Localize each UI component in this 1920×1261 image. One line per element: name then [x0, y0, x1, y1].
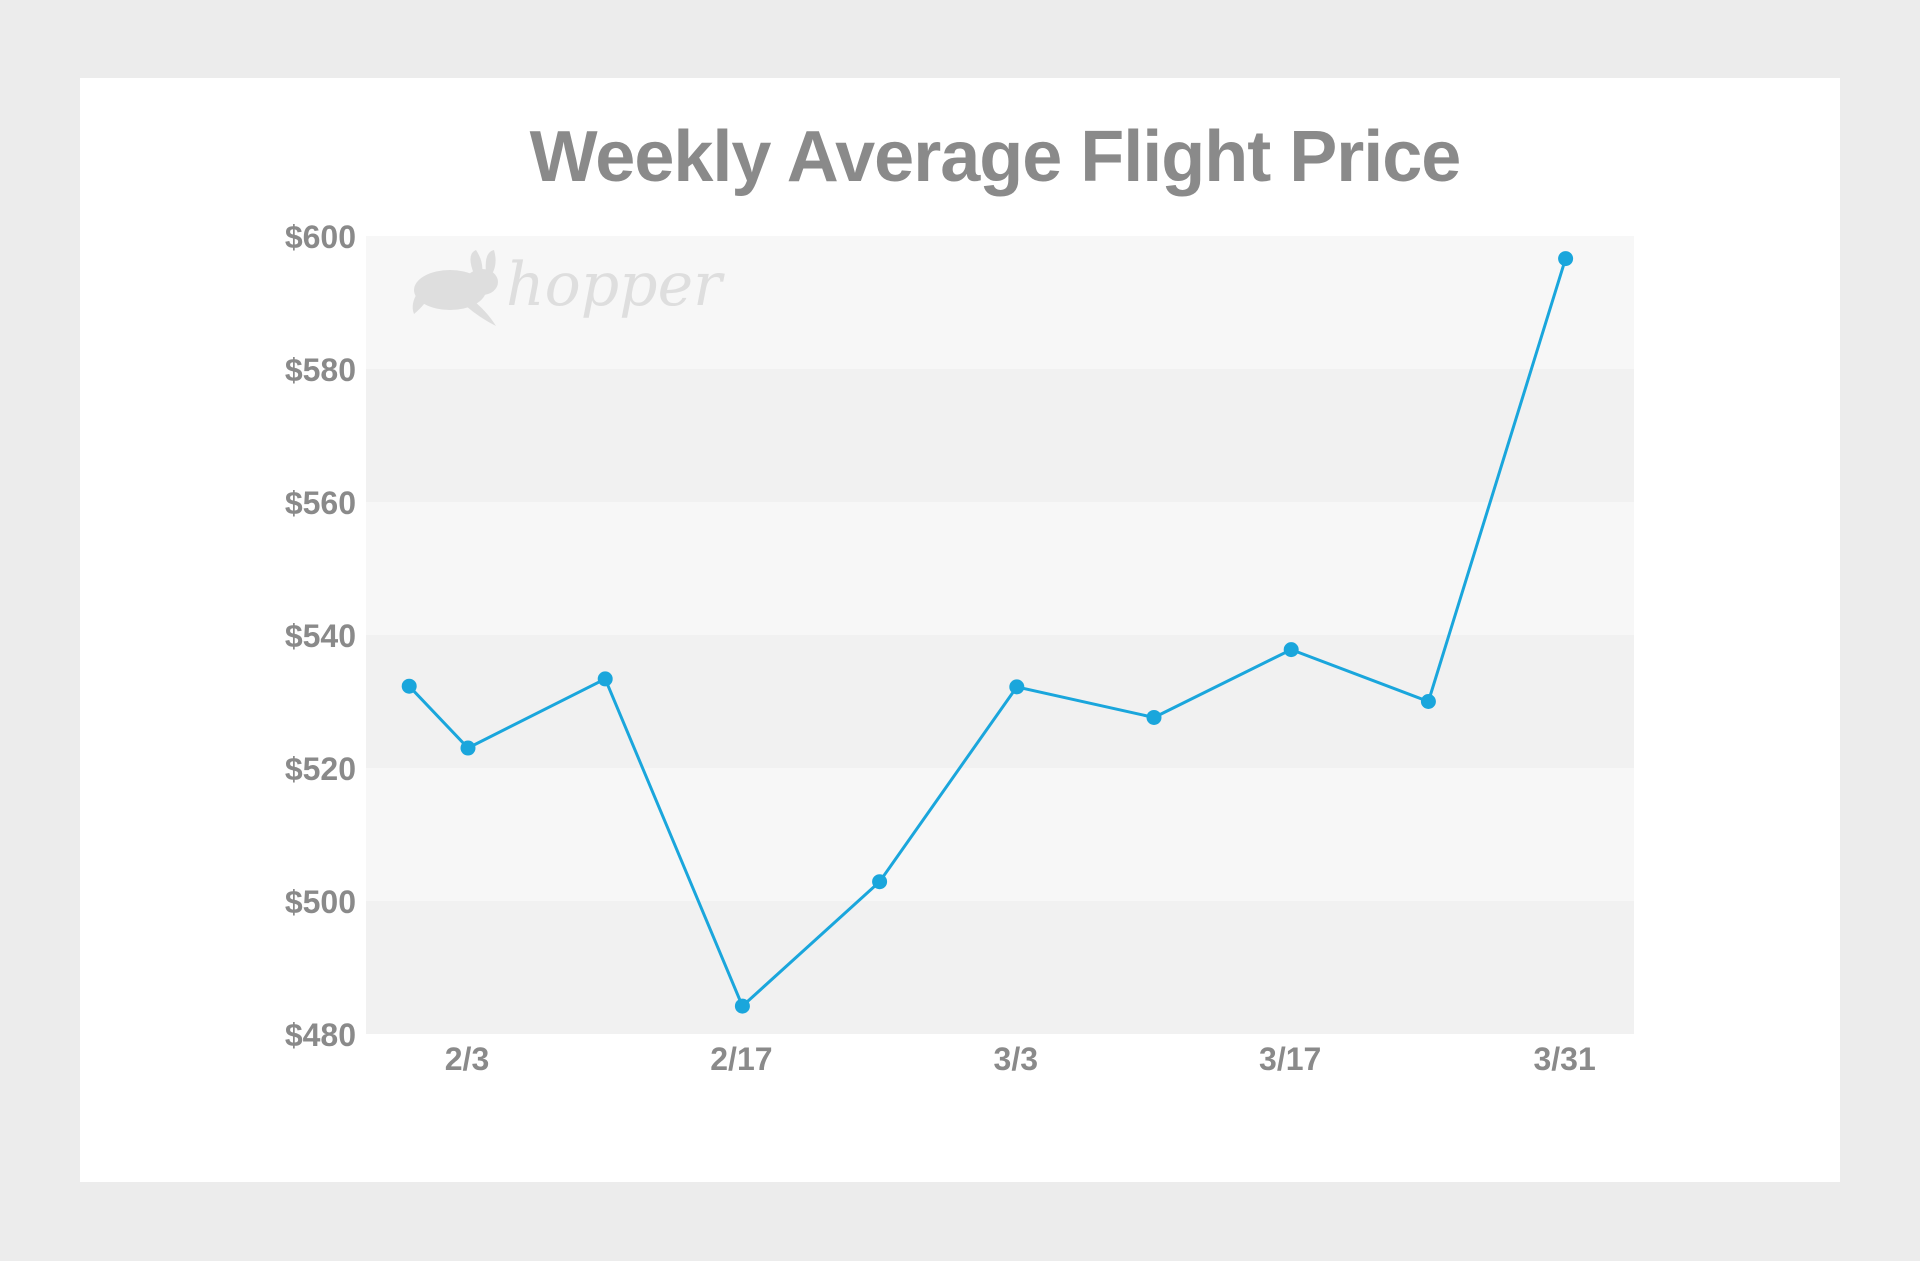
rabbit-icon: [412, 250, 498, 326]
y-tick-label: $540: [285, 618, 356, 654]
y-tick-label: $600: [285, 219, 356, 255]
grid-band: [366, 369, 1634, 502]
grid-band: [366, 768, 1634, 901]
data-point: [1558, 251, 1574, 267]
x-tick-label: 3/17: [1259, 1041, 1321, 1077]
y-tick-label: $520: [285, 751, 356, 787]
data-point: [1420, 694, 1436, 709]
data-point: [460, 740, 476, 756]
data-points: [401, 251, 1574, 1014]
y-tick-label: $500: [285, 884, 356, 920]
hopper-watermark: hopper: [412, 250, 725, 326]
chart-title: Weekly Average Flight Price: [529, 117, 1462, 197]
x-axis: 2/3 2/17 3/3 3/17 3/31: [445, 1041, 1596, 1077]
data-point: [734, 998, 750, 1014]
data-point: [597, 671, 613, 687]
y-tick-label: $480: [285, 1017, 356, 1053]
data-point: [872, 874, 888, 890]
y-tick-label: $560: [285, 485, 356, 521]
x-tick-label: 2/17: [710, 1041, 772, 1077]
grid-band: [366, 502, 1634, 635]
y-axis: $480 $500 $520 $540 $560 $580 $600: [285, 219, 356, 1053]
data-point: [1283, 642, 1299, 658]
data-point: [401, 678, 417, 694]
x-tick-label: 2/3: [445, 1041, 489, 1077]
grid-band: [366, 901, 1634, 1034]
y-tick-label: $580: [285, 352, 356, 388]
hopper-wordmark: hopper: [506, 250, 725, 320]
data-point: [1009, 679, 1025, 695]
data-point: [1146, 709, 1162, 725]
price-line: [408, 258, 1568, 1009]
x-tick-label: 3/31: [1533, 1041, 1595, 1077]
grid-band: [366, 236, 1634, 369]
x-tick-label: 3/3: [994, 1041, 1038, 1077]
plot-area: [366, 236, 1634, 1034]
